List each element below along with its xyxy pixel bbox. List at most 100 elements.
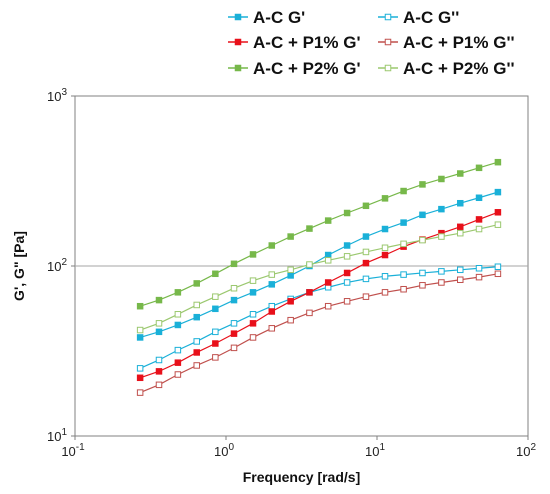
series-3-point-1 (155, 381, 163, 389)
series-5-point-8 (287, 266, 294, 274)
series-5-point-5 (230, 284, 238, 292)
series-1-point-18 (475, 264, 483, 272)
y-tick-label-2: 103 (47, 87, 67, 104)
legend-swatch-marker-4 (234, 64, 242, 72)
series-5-point-17 (457, 229, 464, 237)
y-tick-label-0: 101 (47, 427, 67, 444)
legend-entry-3: A-C + P1% G'' (378, 33, 515, 52)
series-1-point-16 (438, 268, 445, 275)
series-3-point-5 (230, 344, 238, 352)
series-0-point-13 (381, 225, 389, 233)
series-0-point-15 (419, 211, 426, 219)
series-3-point-2 (174, 371, 182, 378)
series-2-point-2 (174, 359, 182, 366)
series-5-point-10 (324, 257, 332, 264)
series-0-point-3 (193, 313, 200, 321)
x-tick-label-1: 100 (214, 442, 234, 459)
series-1-point-2 (174, 346, 182, 354)
series-5-point-6 (249, 277, 257, 284)
x-tick-label-0: 10-1 (61, 442, 85, 459)
series-5-point-0 (136, 326, 144, 334)
series-2-point-4 (212, 340, 219, 347)
series-2-point-12 (362, 259, 370, 267)
series-5 (136, 221, 502, 334)
series-4-point-12 (362, 202, 370, 210)
series-0-point-12 (362, 233, 370, 240)
series-4-point-15 (419, 181, 426, 188)
series-5-point-19 (494, 221, 502, 228)
series-1-point-13 (381, 273, 389, 280)
series-4-point-2 (174, 289, 182, 296)
legend-label-3: A-C + P1% G'' (403, 33, 515, 52)
series-3-point-13 (381, 289, 389, 296)
series-3-point-16 (438, 279, 445, 286)
series-3-point-9 (306, 309, 313, 317)
series-4-point-18 (475, 164, 483, 172)
series-4-point-0 (136, 302, 144, 310)
series-1-point-4 (212, 328, 219, 336)
series-4-point-19 (494, 158, 502, 166)
series-1-point-3 (193, 338, 200, 345)
series-0-point-4 (212, 305, 219, 313)
series-2-point-17 (457, 223, 464, 231)
series-1-point-1 (155, 356, 163, 364)
series-3-point-15 (419, 282, 426, 289)
series-layer (136, 158, 502, 396)
legend-swatch-marker-2 (234, 38, 242, 46)
series-5-point-14 (400, 240, 407, 248)
series-1-point-5 (230, 320, 238, 327)
series-4 (136, 158, 502, 310)
series-3-point-3 (193, 362, 200, 369)
series-5-point-15 (419, 236, 426, 244)
series-2-point-3 (193, 349, 200, 356)
series-4-point-16 (438, 175, 445, 183)
series-3-point-8 (287, 316, 294, 324)
series-0-point-19 (494, 188, 502, 196)
series-5-point-16 (438, 233, 445, 240)
legend-swatch-marker-1 (384, 13, 392, 21)
series-3-point-7 (268, 325, 276, 332)
series-1-point-6 (249, 311, 257, 318)
series-1-point-17 (457, 266, 464, 274)
series-3-point-11 (343, 298, 351, 305)
series-0 (136, 188, 502, 341)
series-2-point-13 (381, 251, 389, 259)
series-5-point-9 (306, 261, 313, 268)
series-0-point-18 (475, 194, 483, 202)
series-2-point-5 (230, 330, 238, 337)
x-tick-label-2: 101 (365, 442, 385, 459)
series-2-point-9 (306, 289, 313, 296)
series-3-point-10 (324, 302, 332, 310)
series-5-point-11 (343, 253, 351, 260)
series-4-point-4 (212, 270, 219, 278)
series-0-point-16 (438, 205, 445, 213)
series-4-point-6 (249, 251, 257, 258)
series-3-point-6 (249, 334, 257, 341)
series-2-point-11 (343, 269, 351, 277)
series-4-point-14 (400, 187, 407, 195)
y-tick-label-1: 102 (47, 257, 67, 274)
legend-entry-2: A-C + P1% G' (228, 33, 361, 52)
legend-label-1: A-C G'' (403, 8, 459, 27)
series-3-point-0 (136, 389, 144, 396)
series-5-point-4 (212, 293, 219, 300)
series-0-point-11 (343, 242, 351, 249)
series-2-point-19 (494, 209, 502, 216)
series-5-point-3 (193, 301, 200, 309)
legend-swatch-marker-0 (234, 13, 242, 21)
legend-swatch-marker-5 (384, 64, 392, 72)
legend-label-5: A-C + P2% G'' (403, 59, 515, 78)
legend-entry-4: A-C + P2% G' (228, 59, 361, 78)
series-0-point-7 (268, 281, 276, 288)
series-4-point-1 (155, 296, 163, 304)
series-1-point-15 (419, 269, 426, 277)
series-3 (136, 270, 502, 396)
legend-entry-1: A-C G'' (378, 8, 459, 27)
legend-entry-0: A-C G' (228, 8, 305, 27)
series-2-point-7 (268, 308, 276, 315)
series-0-point-8 (287, 272, 294, 279)
series-1-point-7 (268, 302, 276, 310)
series-1-point-12 (362, 275, 370, 283)
series-4-point-8 (287, 233, 294, 240)
